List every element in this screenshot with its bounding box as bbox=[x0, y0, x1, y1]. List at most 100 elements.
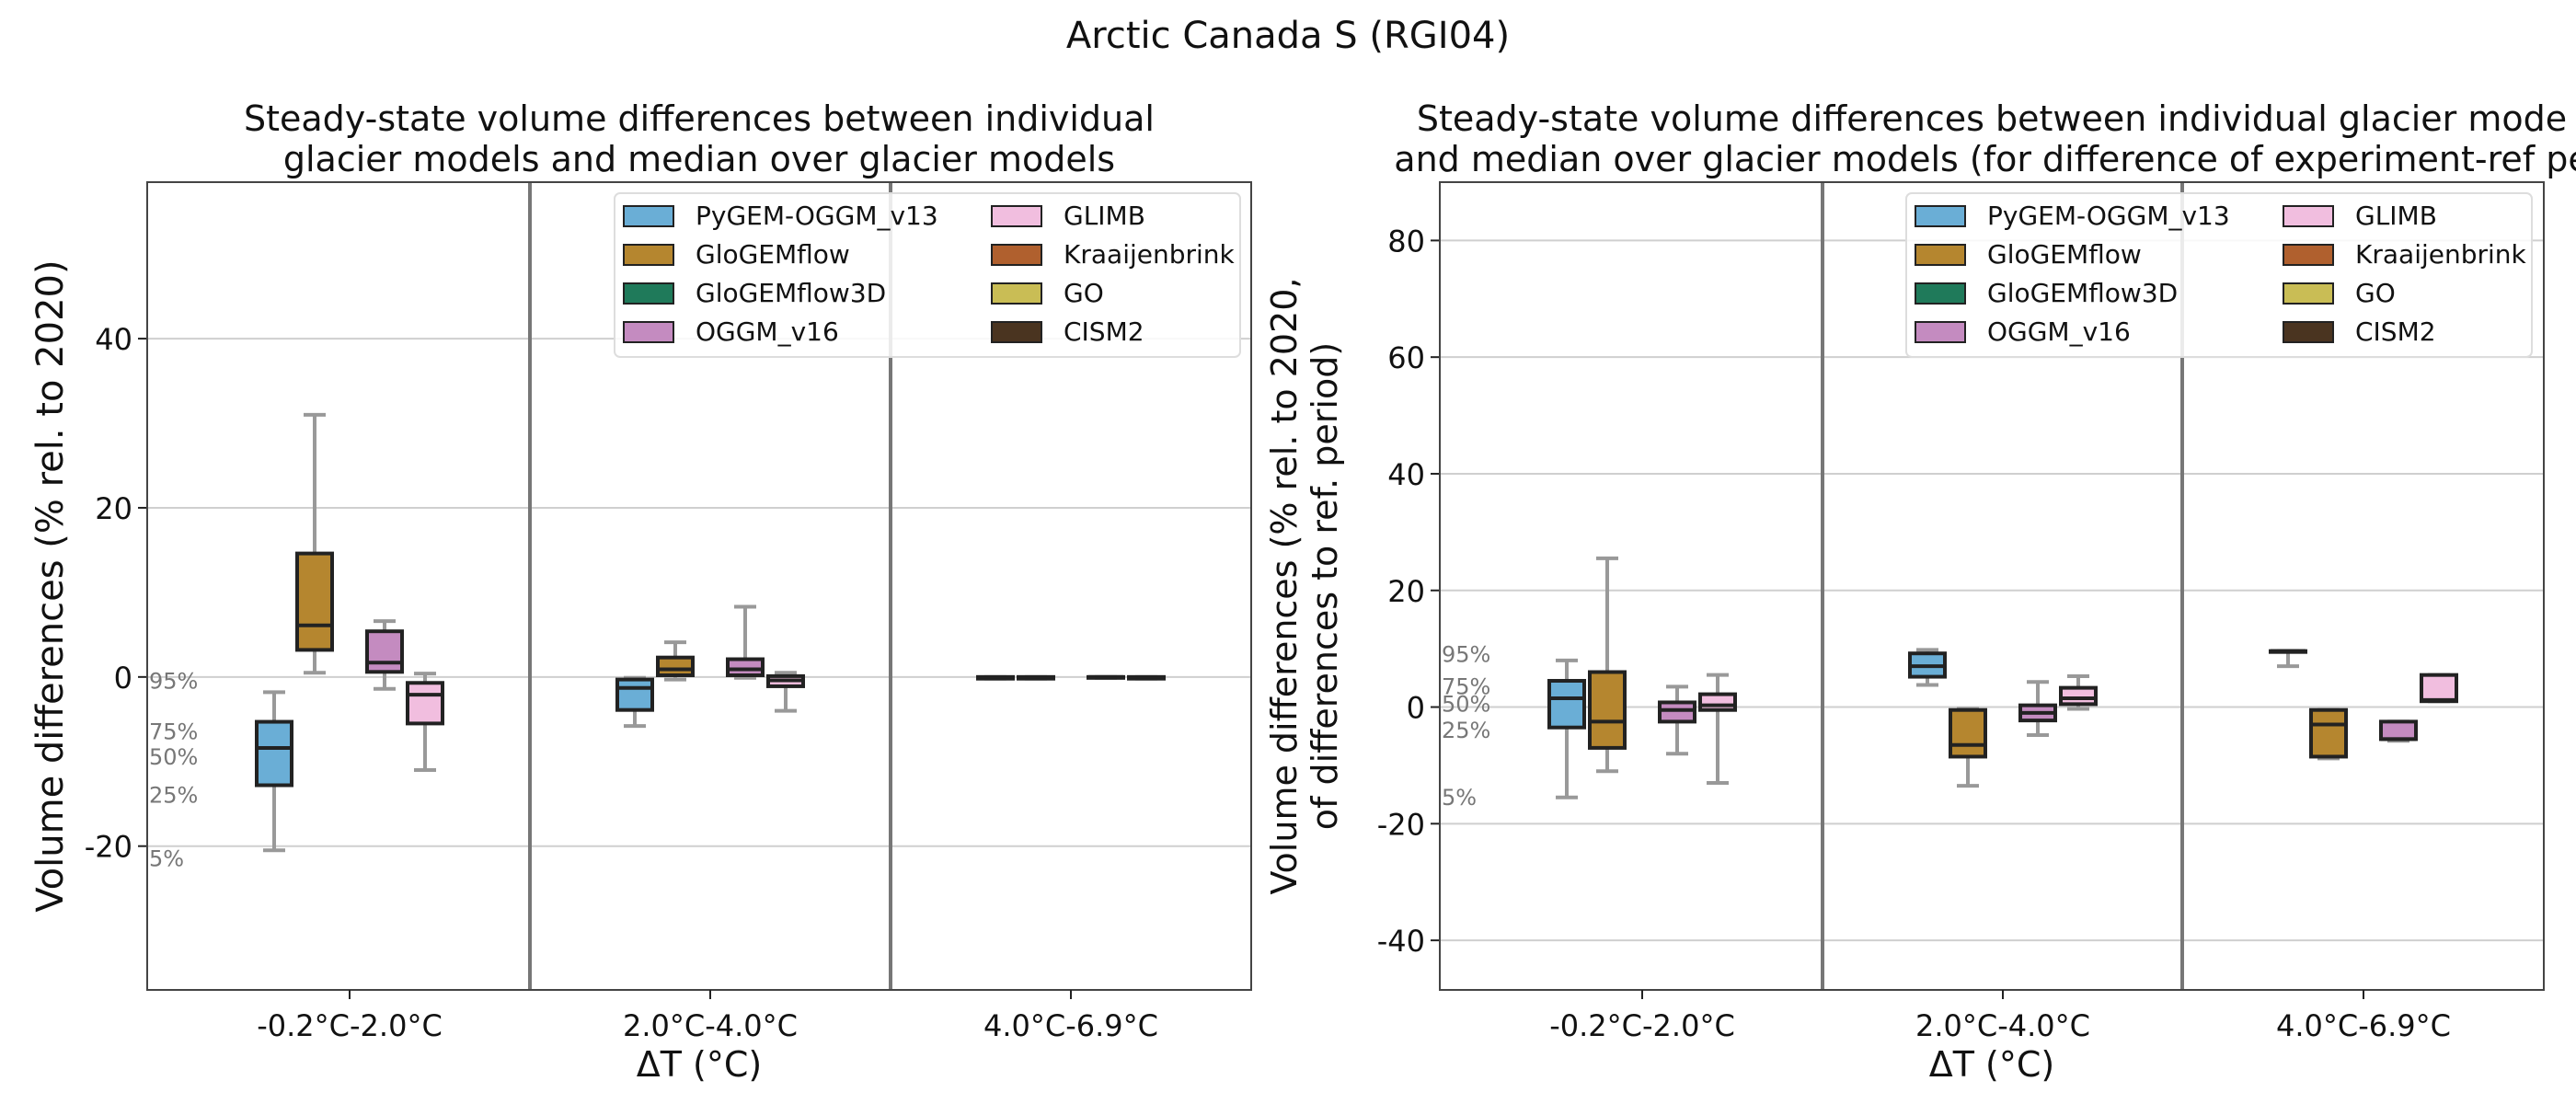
legend-entry: Kraaijenbrink bbox=[991, 239, 1236, 270]
boxplot-oggm_v16 bbox=[1658, 684, 1696, 756]
legend-swatch bbox=[2283, 321, 2334, 343]
percentile-label: 50% bbox=[149, 744, 198, 770]
boxplot-oggm_v16 bbox=[2018, 680, 2057, 737]
boxplot-pygem-oggm_v13 bbox=[2269, 649, 2307, 669]
box-iqr bbox=[2309, 707, 2348, 759]
box-iqr bbox=[726, 657, 765, 677]
legend-label: GLIMB bbox=[1064, 201, 1145, 231]
x-tick-label: -0.2°C-2.0°C bbox=[1549, 1008, 1735, 1043]
right-panel: -40 -20 0 20 40 60 80 95% 75%50%25% 5% -0.2°C-2.0°… bbox=[1264, 98, 2576, 1085]
legend-swatch bbox=[623, 205, 674, 227]
legend-label: Kraaijenbrink bbox=[1064, 239, 1236, 270]
legend-entry: GloGEMflow bbox=[1915, 239, 2142, 270]
legend-label: PyGEM-OGGM_v13 bbox=[1987, 201, 2230, 231]
boxplot-glimb bbox=[1698, 673, 1737, 785]
legend-entry: GloGEMflow3D bbox=[623, 278, 886, 308]
boxplot-glogemflow bbox=[656, 640, 695, 682]
y-tick-label: 60 bbox=[1387, 340, 1425, 375]
y-tick-label: 40 bbox=[1387, 457, 1425, 492]
legend-frame bbox=[1905, 192, 2533, 358]
legend-swatch bbox=[1915, 205, 1966, 227]
legend-label: CISM2 bbox=[2355, 316, 2436, 347]
legend-swatch bbox=[2283, 282, 2334, 305]
boxplot-glimb bbox=[2420, 673, 2458, 704]
percentile-label: 75% bbox=[149, 719, 198, 745]
legend-swatch bbox=[2283, 244, 2334, 266]
y-tick-label: -40 bbox=[1377, 924, 1425, 959]
percentile-label: 50% bbox=[1442, 691, 1490, 717]
boxplot-pygem-oggm_v13 bbox=[976, 674, 1015, 681]
y-tick-label: -20 bbox=[1377, 807, 1425, 842]
legend-swatch bbox=[991, 244, 1042, 266]
legend-entry: GloGEMflow bbox=[623, 239, 850, 270]
legend-label: GloGEMflow bbox=[1987, 239, 2142, 270]
x-tick-label: 2.0°C-4.0°C bbox=[623, 1008, 798, 1043]
panel-title-line1: Steady-state volume differences between … bbox=[244, 98, 1155, 139]
boxplot-glimb bbox=[766, 671, 805, 713]
percentile-label: 95% bbox=[149, 668, 198, 694]
box-iqr bbox=[656, 655, 695, 677]
percentile-label: 5% bbox=[1442, 785, 1477, 811]
legend-swatch bbox=[1915, 321, 1966, 343]
legend-label: PyGEM-OGGM_v13 bbox=[696, 201, 938, 231]
box-iqr bbox=[2420, 673, 2458, 704]
legend-swatch bbox=[623, 282, 674, 305]
y-tick-label: -20 bbox=[85, 830, 132, 865]
legend-swatch bbox=[991, 282, 1042, 305]
boxplot-glimb bbox=[406, 672, 444, 772]
box-iqr bbox=[1588, 670, 1627, 750]
legend-frame bbox=[614, 192, 1241, 358]
legend-swatch bbox=[623, 244, 674, 266]
panel-title-line2: glacier models and median over glacier m… bbox=[283, 139, 1115, 179]
y-tick-label: 0 bbox=[1407, 691, 1425, 726]
box-iqr bbox=[2059, 685, 2098, 707]
legend: PyGEM-OGGM_v13 GloGEMflow GloGEMflow3D OGGM… bbox=[614, 192, 1241, 358]
boxplot-glogemflow bbox=[1949, 707, 1987, 788]
boxplot-oggm_v16 bbox=[365, 619, 404, 691]
percentile-label: 25% bbox=[149, 783, 198, 809]
y-axis-label-line2: of differences to ref. period) bbox=[1305, 342, 1345, 830]
figure-title: Arctic Canada S (RGI04) bbox=[1066, 15, 1510, 57]
box-iqr bbox=[1698, 692, 1737, 712]
legend-entry: OGGM_v16 bbox=[623, 316, 839, 347]
legend-entry: Kraaijenbrink bbox=[2283, 239, 2527, 270]
boxplot-pygem-oggm_v13 bbox=[1547, 658, 1586, 799]
legend-swatch bbox=[623, 321, 674, 343]
axes-frame bbox=[1439, 181, 2545, 991]
legend-label: GLIMB bbox=[2355, 201, 2437, 231]
boxplot-oggm_v16 bbox=[2379, 719, 2418, 743]
percentile-label: 95% bbox=[1442, 641, 1490, 667]
boxplot-pygem-oggm_v13 bbox=[255, 690, 293, 853]
legend-swatch bbox=[991, 205, 1042, 227]
x-axis-label: ΔT (°C) bbox=[1929, 1044, 2054, 1085]
legend-label: Kraaijenbrink bbox=[2355, 239, 2527, 270]
box-iqr bbox=[406, 681, 444, 726]
boxplot-pygem-oggm_v13 bbox=[1908, 648, 1947, 687]
boxplot-glogemflow bbox=[2309, 707, 2348, 761]
y-tick-label: 0 bbox=[114, 661, 132, 696]
box-iqr bbox=[1547, 679, 1586, 730]
boxplot-pygem-oggm_v13 bbox=[615, 675, 654, 729]
panel-title-line2: and median over glacier models (for diff… bbox=[1394, 139, 2576, 179]
legend-label: CISM2 bbox=[1064, 316, 1144, 347]
boxplot-glimb bbox=[2059, 673, 2098, 711]
legend-entry: GLIMB bbox=[2283, 201, 2437, 231]
boxplot-glogemflow bbox=[1588, 556, 1627, 774]
boxplot-oggm_v16 bbox=[726, 604, 765, 680]
legend-swatch bbox=[2283, 205, 2334, 227]
legend-entry: PyGEM-OGGM_v13 bbox=[1915, 201, 2230, 231]
legend-label: OGGM_v16 bbox=[1987, 316, 2131, 347]
legend-entry: GO bbox=[991, 278, 1104, 308]
x-tick-label: -0.2°C-2.0°C bbox=[257, 1008, 443, 1043]
box-iqr bbox=[1658, 700, 1696, 724]
panel-title-line1: Steady-state volume differences between … bbox=[1417, 98, 2567, 139]
legend-swatch bbox=[1915, 282, 1966, 305]
left-panel: -20 0 20 40 95% 75%50% 25% 5% -0.2°C-2.0°C 2.0°C-… bbox=[29, 98, 1252, 1085]
y-axis-label-line1: Volume differences (% rel. to 2020, bbox=[1264, 278, 1305, 895]
legend-entry: GloGEMflow3D bbox=[1915, 278, 2178, 308]
legend-label: GloGEMflow bbox=[696, 239, 850, 270]
legend-entry: GLIMB bbox=[991, 201, 1145, 231]
y-tick-label: 20 bbox=[1387, 574, 1425, 609]
legend: PyGEM-OGGM_v13 GloGEMflow GloGEMflow3D OGGM… bbox=[1905, 192, 2533, 358]
